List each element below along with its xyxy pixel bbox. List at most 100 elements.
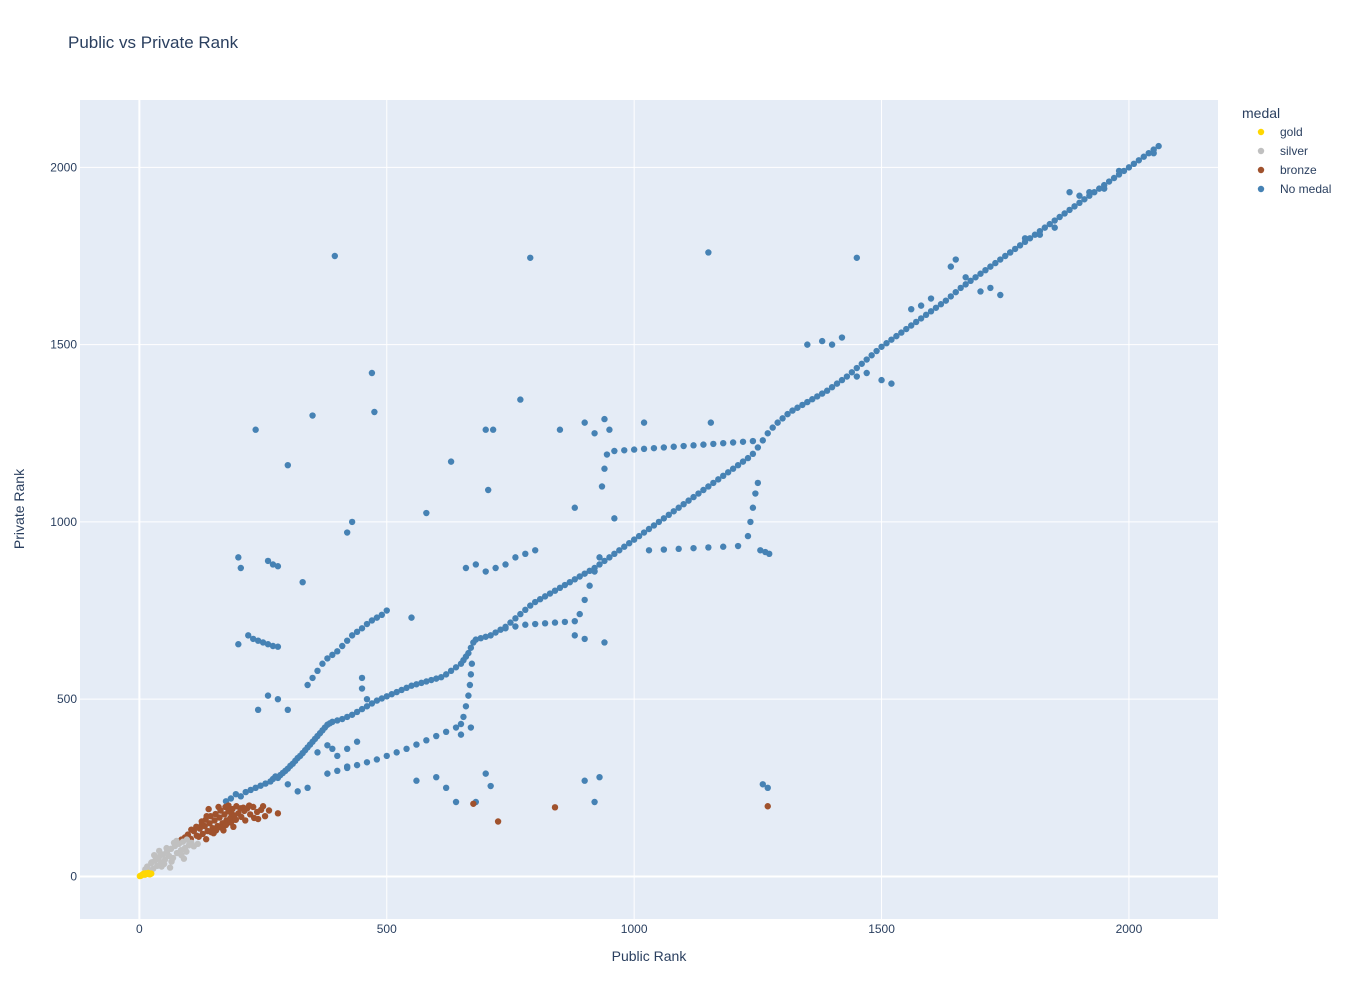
data-point-no-medal [532,620,539,628]
data-point-no-medal [581,777,588,784]
data-point-no-medal [912,318,920,326]
data-point-no-medal [413,681,420,688]
data-point-no-medal [804,341,811,348]
data-point-no-medal [952,256,959,263]
data-point-no-medal [482,770,489,777]
data-point-no-medal [982,266,989,274]
data-point-bronze [220,827,227,834]
data-point-silver [194,840,201,848]
data-point-no-medal [749,450,757,458]
data-point-no-medal [581,635,588,643]
data-point-no-medal [418,679,425,687]
data-point-no-medal [363,759,371,766]
data-point-no-medal [467,671,475,678]
legend-marker [1257,166,1265,174]
data-point-no-medal [650,522,658,529]
data-point-no-medal [460,713,467,721]
data-point-no-medal [917,315,925,322]
y-tick-label: 0 [70,869,77,883]
data-point-no-medal [227,795,235,802]
data-point-silver [183,848,190,855]
data-point-silver [168,858,175,865]
data-point-no-medal [1076,192,1083,199]
data-point-no-medal [947,293,955,300]
legend-entry[interactable]: silver [1280,144,1308,158]
legend-marker [1257,147,1265,155]
data-point-no-medal [997,256,1004,263]
data-point-silver [155,847,163,855]
data-point-no-medal [700,486,707,494]
data-point-no-medal [707,419,715,426]
data-point-no-medal [358,685,366,692]
data-point-no-medal [927,308,935,315]
data-point-no-medal [784,410,791,418]
data-point-no-medal [947,263,955,270]
data-point-no-medal [828,383,836,391]
legend-entry[interactable]: No medal [1280,182,1331,196]
data-point-no-medal [606,554,613,561]
data-point-no-medal [611,447,618,455]
data-point-no-medal [269,642,277,650]
data-point-no-medal [247,786,254,794]
data-point-bronze [211,817,218,824]
data-point-no-medal [532,547,539,554]
data-points [136,142,1162,880]
data-point-no-medal [606,426,613,433]
data-point-no-medal [403,745,410,753]
data-point-no-medal [720,543,727,550]
data-point-no-medal [908,305,915,313]
data-point-no-medal [245,632,252,639]
data-point-no-medal [358,625,366,632]
data-point-no-medal [1006,249,1014,256]
data-point-no-medal [700,441,707,448]
data-point-no-medal [640,419,648,426]
data-point-no-medal [863,356,870,363]
data-point-no-medal [477,635,484,642]
data-point-no-medal [655,518,663,526]
data-point-no-medal [601,557,608,565]
data-point-no-medal [489,426,497,433]
data-point-bronze [210,830,217,837]
legend-entry[interactable]: bronze [1280,163,1317,177]
data-point-no-medal [329,745,336,753]
data-point-no-medal [378,695,386,702]
data-point-no-medal [779,415,786,422]
data-point-no-medal [766,550,773,558]
y-tick-label: 2000 [50,160,77,174]
data-point-bronze [193,823,200,831]
x-tick-label: 1000 [621,922,648,936]
data-point-no-medal [917,302,925,309]
data-point-no-medal [358,705,366,713]
data-point-no-medal [1086,188,1093,196]
data-point-no-medal [368,700,376,707]
data-point-no-medal [309,674,316,682]
legend-entry[interactable]: gold [1280,125,1303,139]
data-point-no-medal [314,667,321,675]
data-point-no-medal [1155,142,1162,150]
data-point-no-medal [353,628,361,636]
data-point-no-medal [242,788,249,796]
data-point-no-medal [343,713,351,721]
data-point-no-medal [818,390,826,397]
data-point-no-medal [358,674,366,682]
data-point-no-medal [363,703,371,710]
data-point-bronze [212,810,219,818]
data-point-no-medal [252,784,259,792]
data-point-no-medal [977,288,984,295]
data-point-no-medal [1036,231,1044,238]
data-point-no-medal [408,682,415,689]
data-point-no-medal [536,596,544,603]
data-point-no-medal [363,695,371,703]
data-point-no-medal [853,254,861,261]
data-point-bronze [764,803,771,810]
data-point-no-medal [532,598,539,606]
data-point-no-medal [992,259,999,267]
data-point-bronze [274,810,282,817]
data-point-no-medal [1016,242,1024,249]
data-point-no-medal [660,444,668,451]
data-point-no-medal [903,325,910,333]
data-point-no-medal [561,581,569,589]
data-point-no-medal [433,675,440,682]
data-point-no-medal [1105,178,1113,185]
legend: medal gold silver bronze No medal [1242,105,1331,196]
